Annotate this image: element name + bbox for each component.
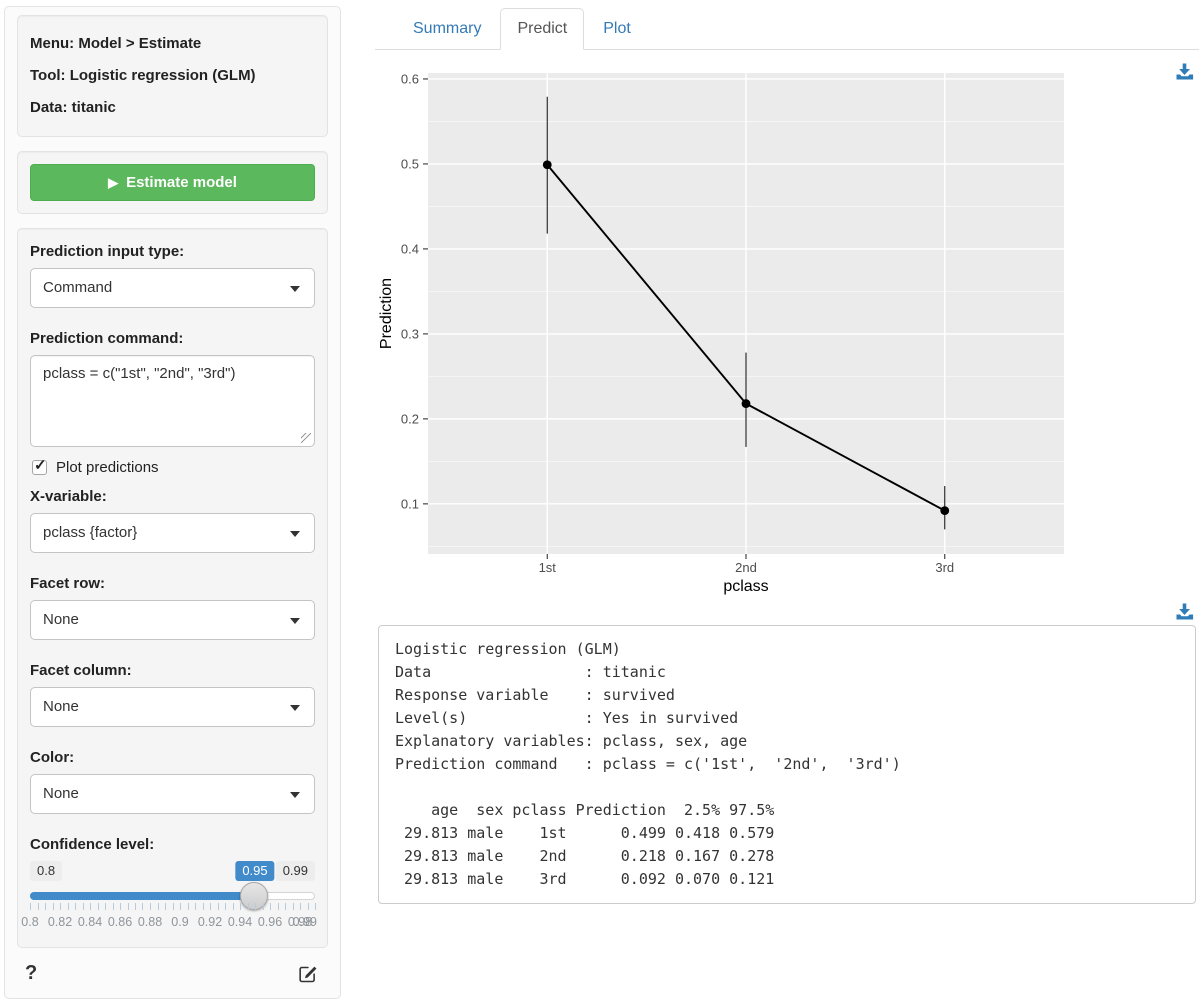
resize-grip-icon[interactable] [301, 433, 311, 443]
confidence-slider[interactable]: 0.8 0.95 0.99 0.8 0.82 0.84 0.86 0.88 0.9 0.92… [21, 861, 317, 935]
slider-value-label: 0.95 [235, 861, 275, 881]
menu-breadcrumb: Menu: Model > Estimate [30, 35, 202, 52]
prediction-form-well: Prediction input type: Command Predictio… [17, 228, 328, 948]
x-variable-value: pclass {factor} [43, 524, 138, 541]
tab-bar: Summary Predict Plot [375, 0, 1199, 50]
plot-predictions-checkbox[interactable]: ✓ Plot predictions [32, 457, 315, 476]
estimate-model-label: Estimate model [126, 174, 237, 191]
slider-min-label: 0.8 [30, 861, 63, 881]
svg-text:0.5: 0.5 [401, 156, 419, 171]
prediction-input-type-value: Command [43, 279, 113, 296]
tool-name: Tool: Logistic regression (GLM) [30, 67, 256, 84]
edit-report-icon[interactable] [297, 963, 318, 984]
svg-text:0.2: 0.2 [401, 411, 419, 426]
slider-max-label: 0.99 [275, 861, 315, 881]
plot-predictions-label: Plot predictions [56, 459, 159, 476]
slider-track[interactable] [30, 882, 315, 910]
chevron-down-icon [290, 705, 300, 711]
svg-text:0.1: 0.1 [401, 496, 419, 511]
sidebar-footer: ? [5, 962, 340, 985]
slider-handle[interactable] [240, 882, 269, 910]
sidebar: Menu: Model > Estimate Tool: Logistic re… [4, 6, 341, 999]
help-link[interactable]: ? [25, 962, 38, 984]
svg-text:0.6: 0.6 [401, 71, 419, 86]
slider-fill [30, 892, 254, 900]
prediction-input-type-label: Prediction input type: [30, 243, 185, 260]
facet-row-value: None [43, 611, 79, 628]
x-variable-select[interactable]: pclass {factor} [30, 513, 315, 553]
svg-text:3rd: 3rd [935, 560, 954, 575]
facet-column-value: None [43, 698, 79, 715]
prediction-output-section: Logistic regression (GLM) Data : titanic… [375, 603, 1199, 904]
chevron-down-icon [290, 618, 300, 624]
color-label: Color: [30, 749, 75, 766]
prediction-output: Logistic regression (GLM) Data : titanic… [378, 625, 1196, 904]
play-icon: ▶ [108, 175, 119, 190]
dataset-name: Data: titanic [30, 99, 116, 116]
chevron-down-icon [290, 286, 300, 292]
facet-column-label: Facet column: [30, 662, 132, 679]
prediction-command-input[interactable]: pclass = c("1st", "2nd", "3rd") [30, 355, 315, 447]
model-info-well: Menu: Model > Estimate Tool: Logistic re… [17, 15, 328, 137]
svg-text:2nd: 2nd [735, 560, 757, 575]
svg-text:0.3: 0.3 [401, 326, 419, 341]
tab-plot[interactable]: Plot [603, 20, 631, 37]
download-plot-icon[interactable] [1175, 63, 1194, 80]
facet-column-select[interactable]: None [30, 687, 315, 727]
color-value: None [43, 785, 79, 802]
color-select[interactable]: None [30, 774, 315, 814]
confidence-level-label: Confidence level: [30, 836, 155, 853]
tab-summary[interactable]: Summary [413, 20, 482, 37]
estimate-model-button[interactable]: ▶ Estimate model [30, 164, 315, 201]
main-panel: Summary Predict Plot 0.1 0.2 0.3 0.4 0.5 0.6 1… [375, 0, 1199, 1003]
tab-predict[interactable]: Predict [500, 8, 585, 50]
chevron-down-icon [290, 531, 300, 537]
svg-text:0.4: 0.4 [401, 241, 419, 256]
x-variable-label: X-variable: [30, 488, 107, 505]
slider-ticks [30, 903, 316, 911]
facet-row-select[interactable]: None [30, 600, 315, 640]
svg-text:pclass: pclass [723, 578, 768, 595]
estimate-well: ▶ Estimate model [17, 151, 328, 214]
chevron-down-icon [290, 792, 300, 798]
prediction-input-type-select[interactable]: Command [30, 268, 315, 308]
prediction-plot: 0.1 0.2 0.3 0.4 0.5 0.6 1st 2nd 3rd pclass Predict… [378, 71, 1064, 595]
svg-text:Prediction: Prediction [378, 278, 395, 349]
prediction-command-label: Prediction command: [30, 330, 184, 347]
svg-text:1st: 1st [539, 560, 557, 575]
facet-row-label: Facet row: [30, 575, 106, 592]
prediction-plot-section: 0.1 0.2 0.3 0.4 0.5 0.6 1st 2nd 3rd pclass Predict… [375, 58, 1199, 603]
slider-grid-labels: 0.8 0.82 0.84 0.86 0.88 0.9 0.92 0.94 0.96 0.98 0.… [21, 915, 317, 929]
checkbox-icon[interactable]: ✓ [32, 457, 47, 475]
download-predictions-icon[interactable] [1175, 603, 1194, 620]
